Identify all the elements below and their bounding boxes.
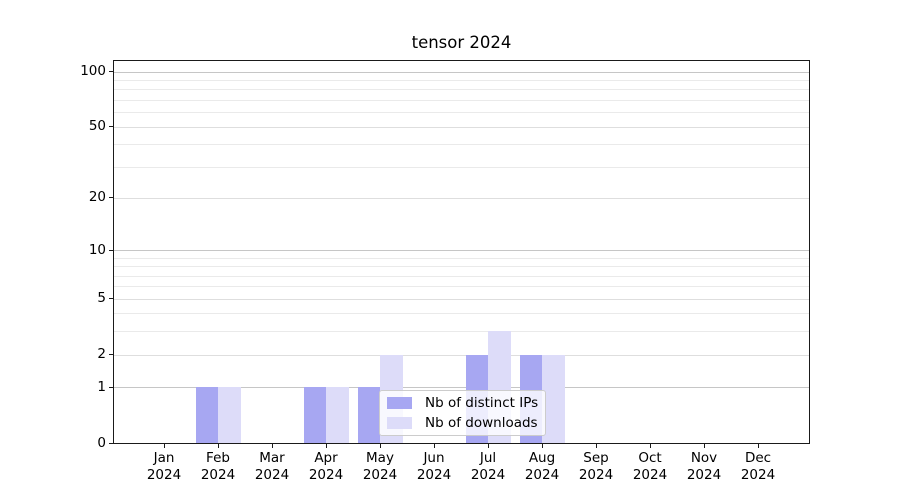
x-tick-apr-2024	[326, 443, 327, 448]
gridline-minor-30	[114, 166, 809, 168]
x-tick-feb-2024	[218, 443, 219, 448]
x-tick-sep-2024	[596, 443, 597, 448]
y-tick-label-10: 10	[88, 241, 106, 258]
gridline-minor-9	[114, 257, 809, 259]
y-tick-2	[109, 354, 113, 356]
y-tick-label-2: 2	[97, 346, 106, 363]
bar-nb-of-downloads-apr-2024	[326, 387, 349, 443]
bar-nb-of-downloads-aug-2024	[542, 354, 565, 443]
x-tick-nov-2024	[704, 443, 705, 448]
y-tick-label-5: 5	[97, 290, 106, 307]
y-tick-label-1: 1	[97, 378, 106, 395]
y-tick-label-100: 100	[80, 63, 106, 79]
gridline-minor-90	[114, 79, 809, 81]
gridline-major-1	[114, 387, 809, 389]
x-tick-oct-2024	[650, 443, 651, 448]
gridline-minor-60	[114, 112, 809, 113]
legend-label-nb-of-distinct-ips: Nb of distinct IPs	[425, 395, 539, 411]
x-tick-label-may-2024: May 2024	[362, 450, 398, 483]
x-tick-label-dec-2024: Dec 2024	[740, 450, 776, 483]
legend-swatch-icon-nb-of-downloads	[387, 417, 412, 429]
y-tick-100	[109, 71, 113, 72]
gridline-minor-8	[114, 266, 809, 268]
y-tick-1	[109, 386, 113, 388]
bar-nb-of-distinct-ips-may-2024	[357, 387, 380, 443]
x-tick-dec-2024	[758, 443, 759, 448]
gridline-mid-2	[114, 354, 809, 356]
gridline-minor-70	[114, 99, 809, 101]
legend-item-nb-of-distinct-ips: Nb of distinct IPs	[387, 395, 539, 411]
gridline-minor-3	[114, 331, 809, 333]
x-tick-label-oct-2024: Oct 2024	[632, 450, 668, 483]
gridline-mid-20	[114, 197, 809, 199]
x-tick-aug-2024	[542, 443, 543, 448]
gridline-major-100	[114, 71, 809, 73]
bar-nb-of-distinct-ips-feb-2024	[195, 387, 218, 443]
x-tick-jul-2024	[488, 443, 489, 448]
gridline-mid-50	[114, 126, 809, 128]
x-tick-label-jun-2024: Jun 2024	[416, 450, 452, 483]
bar-nb-of-distinct-ips-apr-2024	[303, 387, 326, 443]
x-tick-label-mar-2024: Mar 2024	[254, 450, 290, 483]
x-tick-jun-2024	[434, 443, 435, 448]
legend-item-nb-of-downloads: Nb of downloads	[387, 415, 538, 431]
x-tick-jan-2024	[164, 443, 165, 448]
x-tick-may-2024	[380, 443, 381, 448]
legend-swatch-icon-nb-of-distinct-ips	[387, 397, 412, 409]
x-tick-label-jul-2024: Jul 2024	[470, 450, 506, 483]
legend-label-nb-of-downloads: Nb of downloads	[425, 415, 538, 431]
y-tick-0	[109, 442, 113, 444]
x-tick-label-sep-2024: Sep 2024	[578, 450, 614, 483]
x-tick-mar-2024	[272, 443, 273, 448]
chart-title: tensor 2024	[411, 33, 512, 52]
legend: Nb of distinct IPs Nb of downloads	[379, 390, 546, 436]
gridline-minor-4	[114, 313, 809, 315]
gridline-minor-7	[114, 275, 809, 277]
y-tick-label-50: 50	[88, 118, 106, 134]
x-tick-label-apr-2024: Apr 2024	[308, 450, 344, 483]
gridline-minor-80	[114, 89, 809, 91]
y-tick-50	[109, 126, 113, 127]
y-tick-20	[109, 197, 113, 199]
x-tick-label-aug-2024: Aug 2024	[524, 450, 560, 483]
gridline-minor-6	[114, 286, 809, 288]
plot-area: 0 1 2 5 10 20 50 100 Jan 2024 Feb 2024 Mar 2024 Apr…	[80, 60, 810, 483]
x-tick-label-nov-2024: Nov 2024	[686, 450, 722, 483]
bar-nb-of-downloads-feb-2024	[218, 387, 241, 443]
y-tick-label-20: 20	[88, 189, 106, 206]
y-tick-5	[109, 298, 113, 300]
x-tick-label-jan-2024: Jan 2024	[146, 450, 182, 483]
gridline-major-10	[114, 250, 809, 251]
gridline-minor-40	[114, 144, 809, 145]
x-tick-label-feb-2024: Feb 2024	[200, 450, 236, 483]
y-tick-10	[109, 249, 113, 251]
y-tick-label-0: 0	[97, 434, 106, 451]
gridline-mid-5	[114, 298, 809, 300]
